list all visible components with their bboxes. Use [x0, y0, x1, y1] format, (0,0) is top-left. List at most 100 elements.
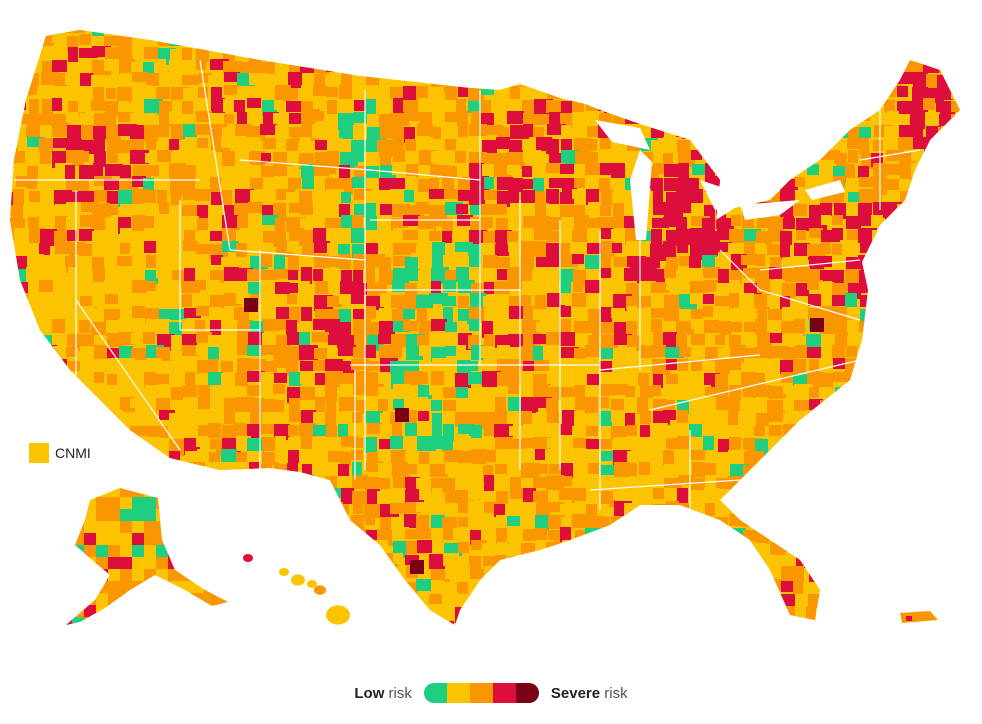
county-cell[interactable]	[276, 189, 295, 200]
county-cell[interactable]	[873, 294, 886, 304]
county-cell[interactable]	[130, 22, 147, 38]
county-cell[interactable]	[104, 112, 116, 127]
county-cell[interactable]	[535, 60, 551, 73]
county-cell[interactable]	[262, 437, 277, 451]
county-cell[interactable]	[900, 437, 910, 449]
county-cell[interactable]	[910, 451, 920, 464]
county-cell[interactable]	[456, 490, 474, 501]
county-cell[interactable]	[156, 361, 172, 377]
county-cell[interactable]	[938, 308, 951, 322]
alaska-borough[interactable]	[144, 569, 158, 583]
county-cell[interactable]	[949, 634, 964, 651]
county-cell[interactable]	[560, 476, 572, 486]
county-cell[interactable]	[94, 372, 104, 383]
county-cell[interactable]	[716, 541, 734, 558]
county-cell[interactable]	[29, 99, 39, 116]
county-cell[interactable]	[445, 462, 458, 474]
county-cell[interactable]	[198, 397, 210, 409]
county-cell[interactable]	[263, 515, 281, 531]
county-cell[interactable]	[289, 608, 305, 619]
county-cell[interactable]	[926, 203, 941, 218]
county-cell[interactable]	[183, 124, 197, 139]
county-cell[interactable]	[742, 293, 754, 308]
county-cell[interactable]	[300, 488, 310, 505]
county-cell[interactable]	[585, 345, 603, 357]
county-cell[interactable]	[482, 371, 501, 387]
county-cell[interactable]	[0, 33, 17, 45]
county-cell[interactable]	[937, 202, 956, 214]
county-cell[interactable]	[79, 320, 90, 333]
alaska-borough[interactable]	[108, 497, 122, 511]
county-cell[interactable]	[638, 373, 649, 386]
county-cell[interactable]	[390, 581, 403, 597]
county-cell[interactable]	[144, 113, 157, 126]
county-cell[interactable]	[416, 61, 428, 77]
county-cell[interactable]	[692, 49, 704, 64]
county-cell[interactable]	[248, 229, 261, 240]
alaska-borough[interactable]	[216, 533, 230, 547]
county-cell[interactable]	[237, 137, 256, 148]
county-cell[interactable]	[364, 437, 377, 453]
county-cell[interactable]	[872, 542, 888, 558]
county-cell[interactable]	[793, 515, 803, 527]
alaska-borough[interactable]	[96, 521, 110, 535]
county-cell[interactable]	[911, 464, 929, 481]
county-cell[interactable]	[611, 308, 625, 318]
alaska-borough[interactable]	[132, 521, 146, 535]
county-cell[interactable]	[573, 125, 583, 142]
county-cell[interactable]	[887, 452, 904, 467]
county-cell[interactable]	[353, 270, 363, 283]
county-cell[interactable]	[835, 504, 845, 521]
county-cell[interactable]	[404, 111, 419, 121]
alaska-borough[interactable]	[156, 557, 170, 571]
county-cell[interactable]	[92, 46, 111, 57]
county-cell[interactable]	[497, 567, 514, 578]
county-cell[interactable]	[119, 101, 129, 116]
county-cell[interactable]	[364, 191, 374, 203]
county-cell[interactable]	[938, 218, 949, 231]
county-cell[interactable]	[302, 608, 321, 618]
county-cell[interactable]	[832, 412, 850, 425]
county-cell[interactable]	[143, 332, 155, 344]
alaska-borough[interactable]	[228, 605, 242, 619]
county-cell[interactable]	[614, 372, 629, 383]
county-cell[interactable]	[923, 620, 933, 635]
county-cell[interactable]	[468, 501, 482, 517]
county-cell[interactable]	[625, 61, 640, 73]
county-cell[interactable]	[119, 634, 134, 645]
county-cell[interactable]	[144, 216, 154, 230]
county-cell[interactable]	[197, 101, 207, 116]
county-cell[interactable]	[16, 540, 29, 552]
county-cell[interactable]	[705, 410, 720, 421]
county-cell[interactable]	[858, 203, 872, 219]
county-cell[interactable]	[523, 605, 534, 620]
county-cell[interactable]	[172, 205, 190, 215]
county-cell[interactable]	[508, 36, 526, 51]
county-cell[interactable]	[352, 580, 362, 594]
county-cell[interactable]	[107, 608, 124, 621]
county-cell[interactable]	[351, 619, 369, 632]
county-cell[interactable]	[872, 566, 883, 583]
county-cell[interactable]	[627, 36, 645, 48]
county-cell[interactable]	[146, 140, 156, 150]
county-cell[interactable]	[861, 85, 877, 96]
county-cell[interactable]	[249, 620, 263, 633]
county-cell[interactable]	[900, 515, 914, 525]
county-cell[interactable]	[952, 566, 969, 579]
alaska-borough[interactable]	[96, 581, 110, 595]
alaska-borough[interactable]	[168, 581, 182, 595]
county-cell[interactable]	[951, 101, 966, 112]
county-cell[interactable]	[158, 631, 175, 644]
county-cell[interactable]	[547, 387, 562, 400]
alaska-borough[interactable]	[144, 557, 158, 571]
county-cell[interactable]	[547, 374, 558, 384]
alaska-borough[interactable]	[108, 605, 122, 619]
county-cell[interactable]	[132, 296, 142, 310]
county-cell[interactable]	[755, 514, 767, 529]
county-cell[interactable]	[640, 87, 658, 100]
county-cell[interactable]	[561, 72, 577, 86]
hawaii-island[interactable]	[243, 554, 253, 562]
county-cell[interactable]	[689, 256, 701, 268]
county-cell[interactable]	[1, 462, 14, 472]
county-cell[interactable]	[521, 543, 535, 558]
